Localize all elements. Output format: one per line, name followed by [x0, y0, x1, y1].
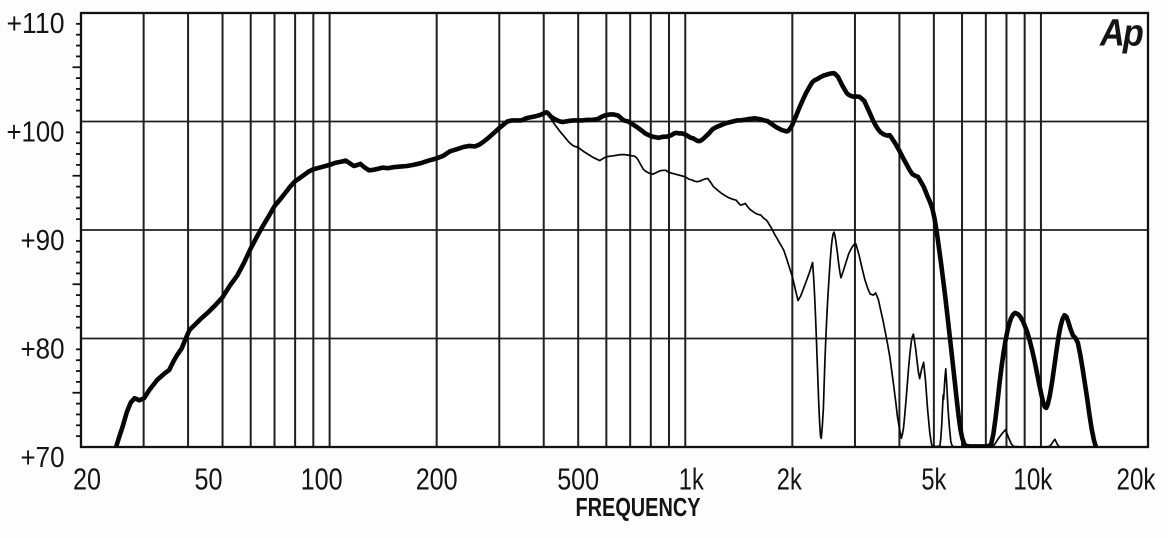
x-tick-label-500: 500 — [557, 462, 599, 497]
y-tick-label-+90: +90 — [21, 225, 65, 257]
x-tick-label-10k: 10k — [1013, 462, 1052, 497]
x-tick-label-1k: 1k — [679, 462, 704, 497]
y-tick-label-+100: +100 — [7, 117, 65, 149]
audio-precision-logo: Ap — [1099, 13, 1143, 55]
x-tick-label-200: 200 — [416, 462, 458, 497]
x-tick-label-100: 100 — [301, 462, 343, 497]
plot-border — [79, 11, 1150, 449]
x-tick-label-20k: 20k — [1117, 462, 1156, 497]
y-axis-labels: +110 +100 +90 +80 +70 — [7, 8, 65, 474]
thin-trace — [547, 114, 1060, 448]
x-axis-title: FREQUENCY — [576, 492, 701, 522]
x-axis-labels: 20 50 100 200 500 1k 2k 5k 10k 20k — [73, 462, 1156, 497]
y-tick-label-+80: +80 — [21, 334, 65, 366]
x-tick-label-5k: 5k — [921, 462, 946, 497]
y-minor-ticks — [72, 22, 81, 438]
x-tick-label-2k: 2k — [777, 462, 802, 497]
x-tick-label-20: 20 — [73, 462, 101, 497]
thick-trace — [113, 70, 1098, 448]
y-tick-label-+110: +110 — [7, 8, 65, 40]
curves — [113, 70, 1098, 448]
x-tick-label-50: 50 — [195, 462, 223, 497]
y-tick-label-+70: +70 — [21, 442, 65, 474]
